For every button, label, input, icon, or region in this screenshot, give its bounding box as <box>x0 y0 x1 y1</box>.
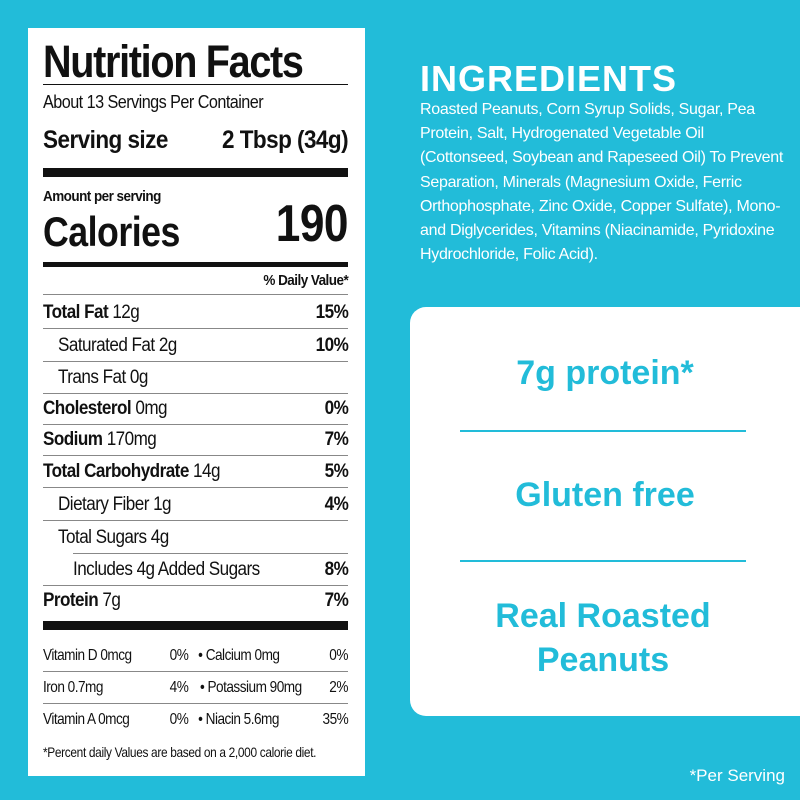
calories-value: 190 <box>275 195 349 253</box>
nutrition-facts-label: Nutrition Facts About 13 Servings Per Co… <box>28 28 365 776</box>
servings-per-container: About 13 Servings Per Container <box>43 92 264 112</box>
divider <box>73 553 348 554</box>
nutrient-dv: 7% <box>324 429 348 450</box>
nutrient-amount: 14g <box>193 461 220 482</box>
micro-right: • Niacin 5.6mg <box>198 711 279 728</box>
nutrient-amount: 0mg <box>135 398 168 419</box>
per-serving-note: *Per Serving <box>689 766 785 785</box>
divider <box>43 424 348 425</box>
nutrient-dv: 8% <box>324 559 348 580</box>
daily-value-header: % Daily Value* <box>263 272 348 289</box>
nutrient-name: Cholesterol <box>43 398 132 419</box>
nutrient-dv: 4% <box>324 494 348 515</box>
divider <box>43 487 348 488</box>
thick-divider <box>43 621 348 630</box>
nutrient-dv: 10% <box>315 335 348 356</box>
nutrient-name: Dietary Fiber <box>58 494 149 515</box>
nutrient-name: Sodium <box>43 429 103 450</box>
nutrient-amount: 7g <box>102 590 121 611</box>
nutrient-amount: 1g <box>153 494 172 515</box>
claim-real-peanuts: Real Roasted Peanuts <box>495 597 711 679</box>
nutrient-amount: 2g <box>158 335 177 356</box>
amount-per-serving: Amount per serving <box>43 188 161 205</box>
ingredients-text: Roasted Peanuts, Corn Syrup Solids, Suga… <box>420 101 784 264</box>
nutrient-dv: 5% <box>324 461 348 482</box>
nutrient-name: Total Fat <box>43 302 109 323</box>
micro-right: • Potassium 90mg <box>199 679 302 696</box>
claims-card: 7g protein* Gluten free Real Roasted Pea… <box>410 307 800 716</box>
nutrient-name: Saturated Fat <box>58 335 155 356</box>
micro-right-dv: 2% <box>329 679 348 696</box>
serving-size-label: Serving size <box>43 126 168 154</box>
micro-left-dv: 0% <box>169 711 189 728</box>
nutrient-amount: 12g <box>112 302 140 323</box>
claim-gluten-free: Gluten free <box>515 476 695 514</box>
divider <box>43 671 348 672</box>
nutrient-amount: 170mg <box>106 429 157 450</box>
calories-label: Calories <box>43 208 180 255</box>
nutrient-name: Trans Fat <box>58 367 126 388</box>
thick-divider <box>43 168 348 177</box>
divider <box>460 430 746 432</box>
nutrient-dv: 7% <box>324 590 348 611</box>
micro-right: • Calcium 0mg <box>198 647 280 664</box>
micro-left: Vitamin D 0mcg <box>43 647 132 664</box>
micro-left-dv: 0% <box>169 647 189 664</box>
divider <box>43 361 348 362</box>
claim-protein: 7g protein* <box>516 354 694 392</box>
divider <box>43 328 348 329</box>
nutrient-name: Total Sugars <box>58 527 147 548</box>
nutrient-dv: 15% <box>315 302 348 323</box>
ingredients-title: INGREDIENTS <box>420 58 678 99</box>
nutrient-amount: 0g <box>129 367 148 388</box>
micro-right-dv: 35% <box>322 711 348 728</box>
divider <box>460 560 746 562</box>
divider <box>43 84 348 85</box>
micro-left: Vitamin A 0mcg <box>43 711 130 728</box>
nutrient-name: Total Carbohydrate <box>43 461 189 482</box>
nutrient-name: Protein <box>43 590 99 611</box>
divider <box>43 520 348 521</box>
divider <box>43 703 348 704</box>
footnote: *Percent daily Values are based on a 2,0… <box>43 744 317 760</box>
nutrient-amount: 4g <box>150 527 169 548</box>
medium-divider <box>43 262 348 267</box>
micro-left: Iron 0.7mg <box>43 679 103 696</box>
nutrition-title: Nutrition Facts <box>43 36 304 87</box>
micro-right-dv: 0% <box>329 647 348 664</box>
divider <box>43 294 348 295</box>
micro-left-dv: 4% <box>169 679 189 696</box>
serving-size-value: 2 Tbsp (34g) <box>221 126 349 154</box>
divider <box>43 585 348 586</box>
nutrient-name: Includes 4g Added Sugars <box>73 559 260 580</box>
nutrient-dv: 0% <box>324 398 348 419</box>
divider <box>43 455 348 456</box>
divider <box>43 393 348 394</box>
